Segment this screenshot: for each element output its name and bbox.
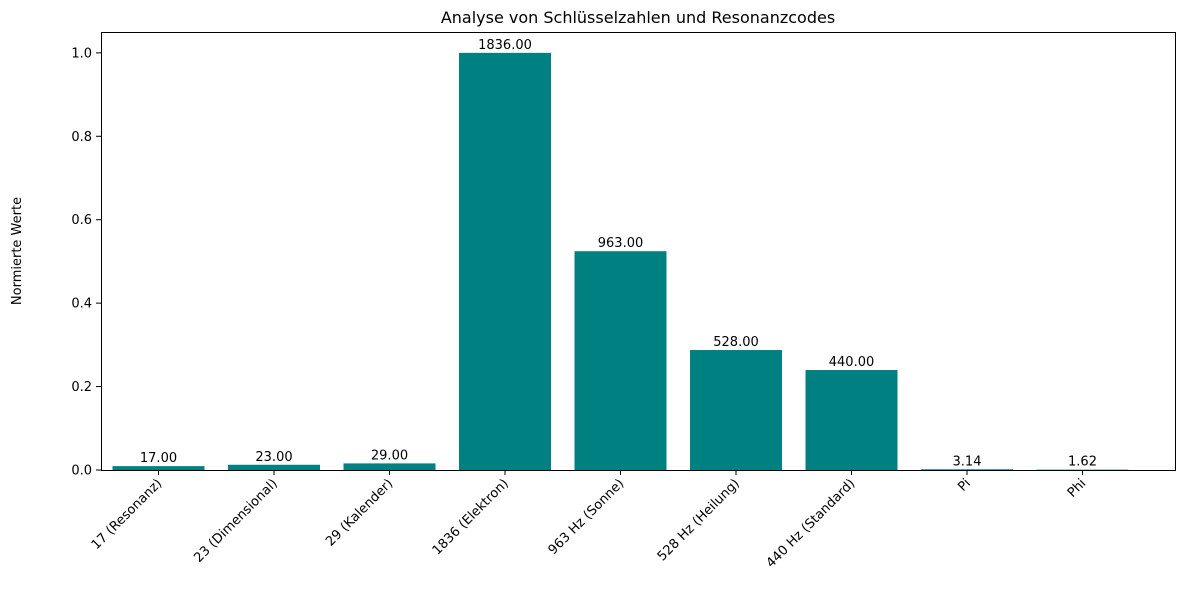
data-labels-group: 17.00 23.00 29.00 1836.00 963.00 528.00 440.00… [140, 38, 1097, 470]
x-tick-label: Pi [955, 476, 974, 495]
bar-value-label: 17.00 [140, 451, 177, 466]
x-tick-label: 29 (Kalender) [323, 476, 396, 549]
bars-group [112, 52, 1129, 470]
bar [921, 469, 1013, 470]
x-tick-label: 440 Hz (Standard) [764, 476, 859, 571]
bar-value-label: 1836.00 [478, 38, 532, 53]
bar [805, 370, 898, 470]
x-tick-label: Phi [1065, 476, 1090, 501]
chart-title: Analyse von Schlüsselzahlen und Resonanz… [441, 8, 835, 27]
bar [574, 251, 667, 470]
bar-value-label: 29.00 [371, 448, 408, 463]
y-axis-label: Normierte Werte [10, 197, 25, 305]
plot-area-frame [101, 32, 1176, 471]
bar [459, 52, 551, 470]
bar-value-label: 23.00 [255, 450, 292, 465]
y-tick-label: 0.4 [71, 297, 92, 312]
bar-value-label: 528.00 [713, 335, 759, 350]
y-axis-ticks: 0.0 0.2 0.4 0.6 0.8 1.0 [71, 46, 101, 479]
bar-value-label: 963.00 [598, 236, 644, 251]
x-tick-label: 1836 (Elektron) [430, 476, 512, 558]
x-tick-label: 23 (Dimensional) [191, 476, 280, 565]
y-tick-label: 0.2 [71, 380, 92, 395]
x-axis-ticks: 17 (Resonanz) 23 (Dimensional) 29 (Kalende… [89, 470, 1090, 571]
bar-value-label: 1.62 [1068, 455, 1097, 470]
bar [343, 463, 436, 470]
bar [690, 350, 782, 470]
bar-value-label: 3.14 [953, 454, 982, 469]
x-tick-label: 963 Hz (Sonne) [546, 476, 628, 558]
y-tick-label: 0.6 [71, 213, 92, 228]
x-tick-label: 528 Hz (Heilung) [655, 476, 743, 564]
y-tick-label: 1.0 [71, 46, 92, 61]
x-tick-label: 17 (Resonanz) [89, 476, 166, 553]
y-tick-label: 0.8 [71, 130, 92, 145]
bar-value-label: 440.00 [829, 355, 875, 370]
y-tick-label: 0.0 [71, 464, 92, 479]
bar [112, 466, 205, 470]
bar [228, 464, 320, 470]
